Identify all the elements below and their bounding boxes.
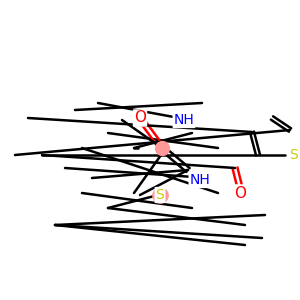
Text: O: O [134,110,146,125]
Text: NH: NH [174,113,194,127]
Text: O: O [234,185,246,200]
Text: NH: NH [190,173,210,187]
Text: S: S [289,148,297,162]
Text: S: S [156,188,164,202]
